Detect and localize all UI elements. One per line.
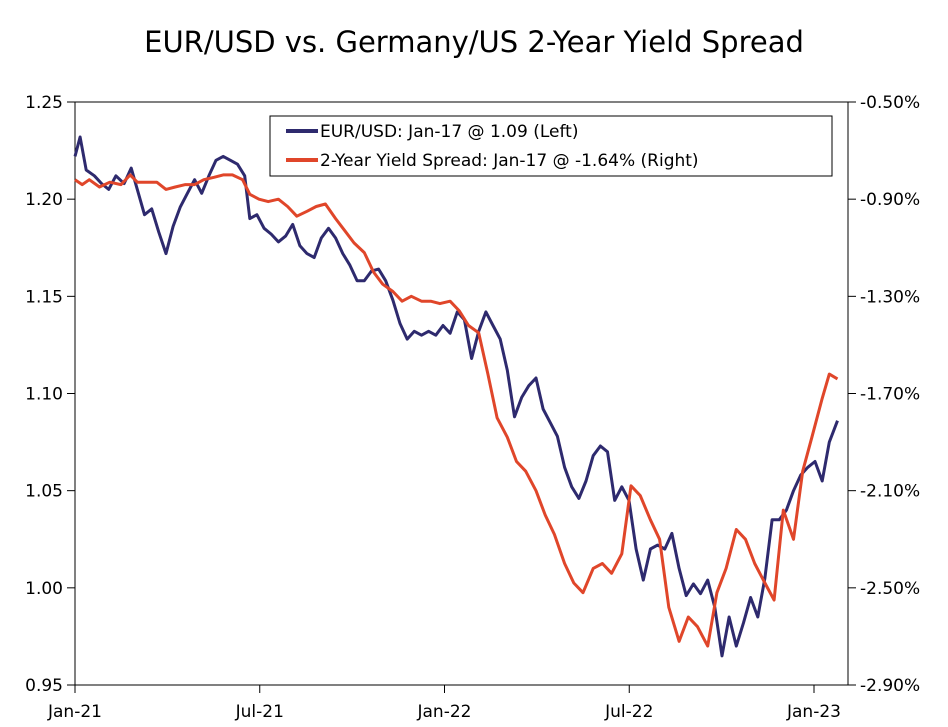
x-tick-label: Jan-22 <box>417 702 472 722</box>
y-left-tick-label: 1.05 <box>25 482 63 502</box>
y-right-tick-label: -0.50% <box>860 93 920 113</box>
y-right-tick-label: -0.90% <box>860 190 920 210</box>
x-tick-label: Jan-23 <box>786 702 841 722</box>
legend-box <box>269 115 833 177</box>
y-right-tick-label: -1.30% <box>860 287 920 307</box>
y-right-tick-label: -2.10% <box>860 482 920 502</box>
y-left-tick-label: 1.15 <box>25 287 63 307</box>
y-left-tick-label: 1.25 <box>25 93 63 113</box>
chart-title: EUR/USD vs. Germany/US 2-Year Yield Spre… <box>144 25 804 59</box>
y-left-tick-label: 1.00 <box>25 579 63 599</box>
axes: 0.95 -2.90% 1.00 -2.50% 1.05 -2.10% 1.10 -1.70%… <box>25 93 920 722</box>
y-right-tick-label: -1.70% <box>860 385 920 405</box>
legend: EUR/USD: Jan-17 @ 1.09 (Left) 2-Year Yie… <box>269 115 833 177</box>
x-tick-label: Jan-21 <box>47 702 102 722</box>
eurusd-line <box>73 135 839 658</box>
legend-label-yield-spread: 2-Year Yield Spread: Jan-17 @ -1.64% (Ri… <box>320 151 699 171</box>
x-tick-label: Jul-21 <box>235 702 284 722</box>
legend-label-eurusd: EUR/USD: Jan-17 @ 1.09 (Left) <box>320 122 578 142</box>
x-tick-label: Jul-22 <box>604 702 653 722</box>
y-left-tick-label: 1.20 <box>25 190 63 210</box>
series-layer <box>73 135 839 658</box>
y-left-tick-label: 0.95 <box>25 676 63 696</box>
y-right-tick-label: -2.50% <box>860 579 920 599</box>
y-right-tick-label: -2.90% <box>860 676 920 696</box>
yield-spread-line <box>74 173 839 648</box>
y-left-tick-label: 1.10 <box>25 385 63 405</box>
